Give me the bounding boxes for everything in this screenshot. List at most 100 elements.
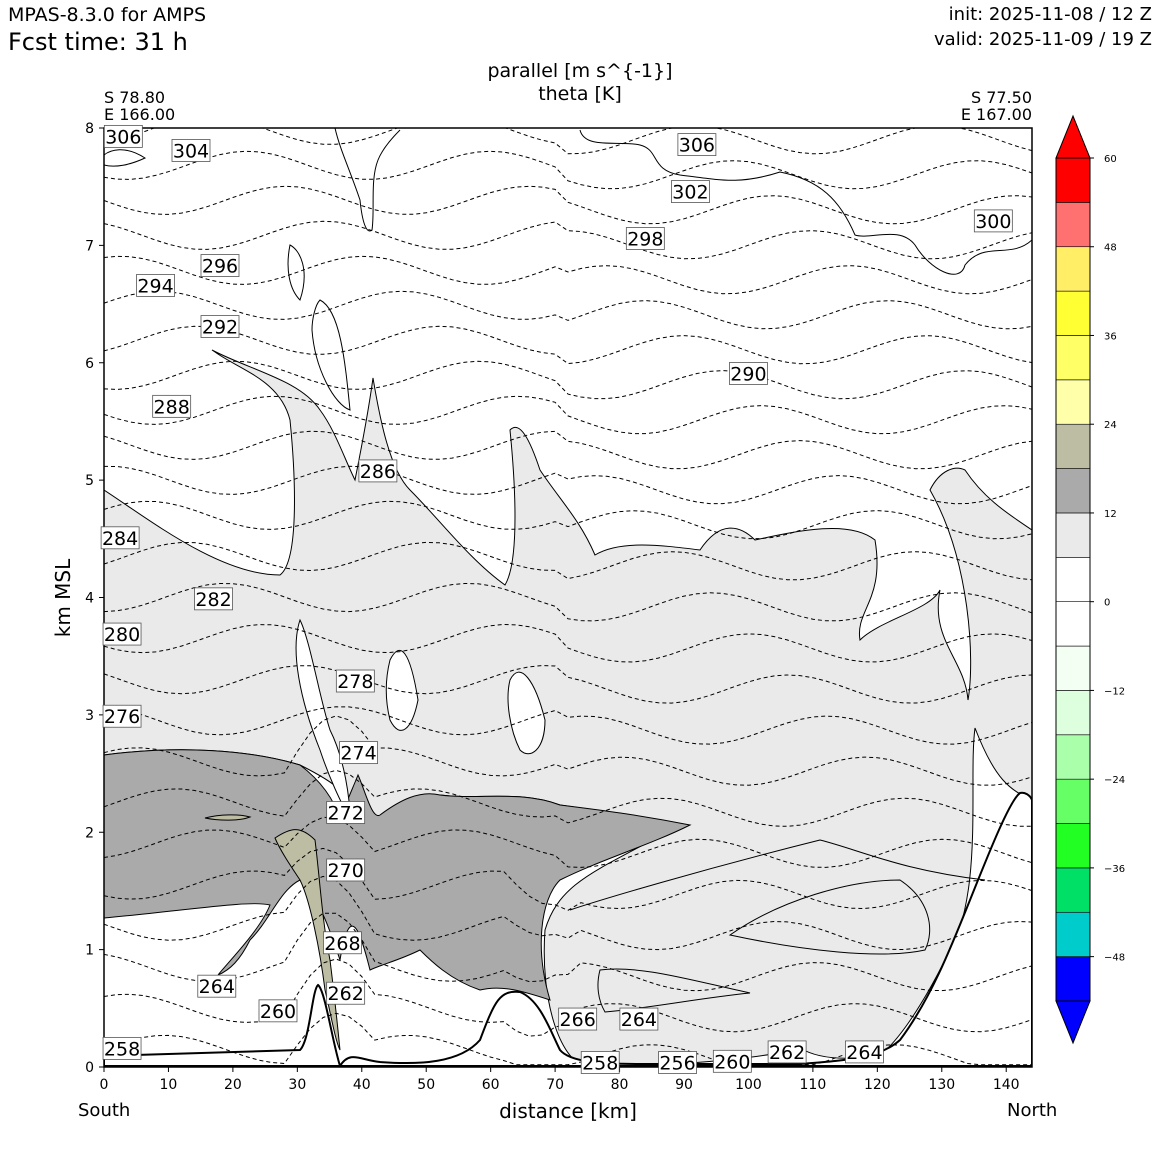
y-tick-label: 0 xyxy=(85,1060,94,1076)
x-tick-label: 60 xyxy=(482,1077,500,1093)
colorbar-tick-label: 36 xyxy=(1104,331,1117,342)
theta-label: 304 xyxy=(171,139,211,162)
x-tick-label: 50 xyxy=(417,1077,435,1093)
isentrope-262 xyxy=(104,912,1032,992)
theta-label: 284 xyxy=(100,526,140,550)
theta-label: 298 xyxy=(625,227,665,251)
isentrope-286 xyxy=(104,465,1032,505)
isentrope-284 xyxy=(104,500,1032,540)
colorbar-swatch xyxy=(1055,911,1091,957)
theta-label: 262 xyxy=(326,981,366,1005)
x-tick-label: 40 xyxy=(353,1077,371,1093)
theta-label: 282 xyxy=(194,587,233,611)
theta-label-text: 286 xyxy=(360,461,396,483)
x-tick-label: 100 xyxy=(735,1077,762,1093)
chart-title: parallel [m s^{-1}] xyxy=(487,60,673,82)
colorbar: −48 −36 −24 −12 0 12 24 36 48 60 xyxy=(1055,114,1125,1045)
init-time: init: 2025-11-08 / 12 Z xyxy=(948,4,1152,25)
colorbar-tick-label: −12 xyxy=(1104,686,1125,697)
isentrope-282 xyxy=(104,541,1032,581)
colorbar-swatch xyxy=(1055,512,1091,558)
colorbar-swatch xyxy=(1055,246,1091,292)
colorbar-tick-label: 12 xyxy=(1104,509,1117,520)
theta-label: 276 xyxy=(102,704,142,728)
colorbar-swatch xyxy=(1055,823,1091,869)
colorbar-tick-label: 0 xyxy=(1104,598,1110,609)
theta-label: 258 xyxy=(102,1036,142,1060)
theta-label-text: 284 xyxy=(102,528,138,550)
theta-label-text: 258 xyxy=(104,1038,140,1060)
colorbar-frame xyxy=(1055,157,1091,1002)
colorbar-extend-max xyxy=(1055,114,1091,159)
theta-label-text: 264 xyxy=(846,1042,882,1064)
theta-label: 300 xyxy=(973,209,1013,233)
theta-label-text: 288 xyxy=(154,396,190,418)
isentrope-258 xyxy=(104,1012,1032,1066)
theta-label-text: 304 xyxy=(173,140,209,162)
theta-label: 278 xyxy=(335,669,375,693)
isentrope-302 xyxy=(104,185,1032,225)
theta-label-text: 264 xyxy=(621,1009,657,1031)
colorbar-tick-label: −48 xyxy=(1104,953,1125,964)
wind-shading xyxy=(104,349,1032,1067)
y-tick-label: 2 xyxy=(85,825,94,841)
colorbar-swatch xyxy=(1055,734,1091,780)
chart-subtitle: theta [K] xyxy=(538,83,622,105)
theta-label: 294 xyxy=(136,274,175,297)
isentrope-266 xyxy=(104,847,1032,911)
y-tick-label: 8 xyxy=(85,121,94,137)
y-axis-label: km MSL xyxy=(51,558,75,637)
valid-time: valid: 2025-11-09 / 19 Z xyxy=(934,29,1152,50)
wind-contour-line xyxy=(334,128,401,232)
theta-label: 258 xyxy=(580,1051,620,1074)
theta-label: 268 xyxy=(323,931,362,955)
isentrope-294 xyxy=(104,325,1032,365)
isentrope-260 xyxy=(104,958,1032,1037)
theta-label-text: 306 xyxy=(105,126,141,148)
x-tick-label: 20 xyxy=(224,1077,242,1093)
colorbar-swatch xyxy=(1055,335,1091,381)
isentrope-298 xyxy=(104,255,1032,295)
y-axis: 0 1 2 3 4 5 6 7 8 xyxy=(85,121,104,1076)
shade-tan xyxy=(274,829,341,1051)
colorbar-swatch xyxy=(1055,645,1091,691)
x-tick-label: 120 xyxy=(864,1077,891,1093)
isentrope-290 xyxy=(104,395,1032,435)
theta-label-text: 258 xyxy=(582,1052,618,1074)
shade-light-gray xyxy=(104,349,1032,1067)
theta-label: 260 xyxy=(258,999,298,1023)
theta-label-text: 260 xyxy=(714,1051,750,1073)
theta-label: 262 xyxy=(767,1040,807,1064)
theta-label: 288 xyxy=(152,394,192,418)
theta-label: 270 xyxy=(326,858,366,882)
wind-contour-line xyxy=(728,879,931,955)
isentrope-270 xyxy=(104,769,1032,827)
theta-label: 260 xyxy=(712,1049,752,1073)
colorbar-tick-label: 24 xyxy=(1104,420,1117,431)
isentrope-272 xyxy=(104,715,1032,786)
colorbar-extend-min xyxy=(1055,1000,1091,1045)
wind-contours xyxy=(104,128,1032,1013)
colorbar-swatch xyxy=(1055,202,1091,248)
x-tick-label: 70 xyxy=(546,1077,564,1093)
x-tick-label: 0 xyxy=(100,1077,109,1093)
colorbar-swatch xyxy=(1055,468,1091,514)
x-tick-label: 80 xyxy=(611,1077,629,1093)
theta-label: 306 xyxy=(103,124,143,148)
y-tick-label: 4 xyxy=(85,591,94,607)
theta-label: 256 xyxy=(658,1051,697,1074)
theta-label-text: 264 xyxy=(199,976,235,998)
south-end-label: South xyxy=(78,1100,131,1121)
left-endpoint-lon: E 166.00 xyxy=(104,105,176,124)
colorbar-tick-label: 48 xyxy=(1104,243,1117,254)
theta-label: 296 xyxy=(200,254,240,278)
isentrope-268 xyxy=(104,816,1032,868)
wind-contour-line xyxy=(311,299,351,411)
theta-label-text: 266 xyxy=(560,1009,596,1031)
theta-label-text: 270 xyxy=(328,860,364,882)
isentrope-304 xyxy=(104,150,1032,190)
colorbar-swatch xyxy=(1055,956,1091,1002)
theta-label-text: 306 xyxy=(679,135,715,157)
isentrope-278 xyxy=(104,623,1032,663)
